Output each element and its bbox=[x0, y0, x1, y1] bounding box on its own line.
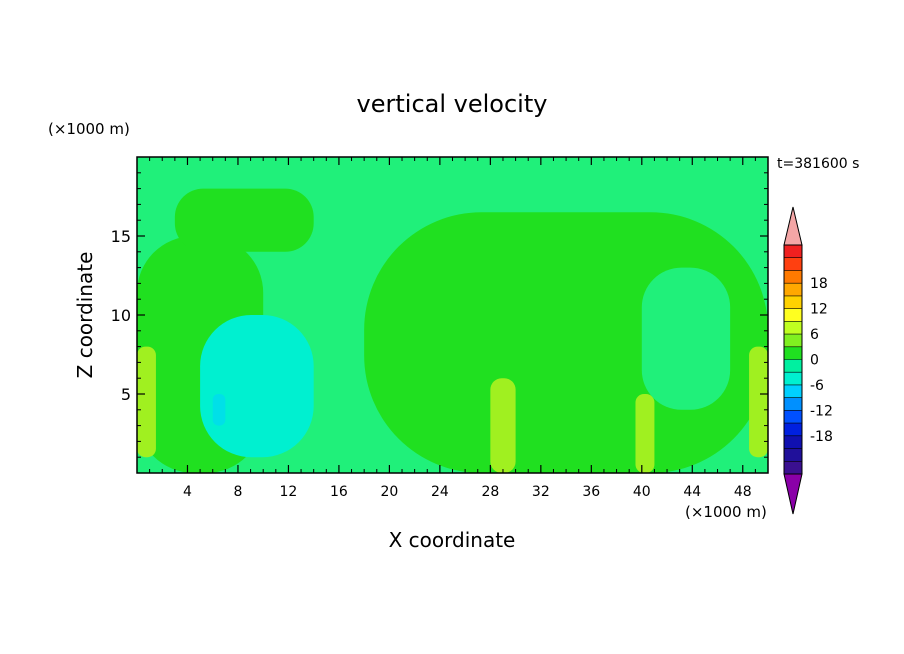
x-tick-label: 8 bbox=[233, 484, 242, 500]
x-tick-label: 12 bbox=[280, 484, 298, 500]
x-axis-ticks: 4 8 12 16 20 24 28 32 36 40 44 48 bbox=[149, 157, 756, 500]
x-tick-label: 20 bbox=[380, 484, 398, 500]
region-updraft-x49 bbox=[749, 346, 768, 458]
colorbar-label: 0 bbox=[810, 353, 819, 369]
region-updraft-x29 bbox=[490, 378, 516, 473]
colorbar-swatch bbox=[784, 257, 802, 271]
x-tick-label: 48 bbox=[734, 484, 752, 500]
colorbar-labels: 18 12 6 0 -6 -12 -18 bbox=[810, 276, 833, 445]
x-tick-label: 44 bbox=[683, 484, 701, 500]
colorbar-swatch bbox=[784, 334, 802, 348]
colorbar-swatch bbox=[784, 346, 802, 360]
colorbar-swatch bbox=[784, 372, 802, 386]
region-left-downdraft bbox=[200, 315, 314, 458]
y-tick-label: 5 bbox=[121, 385, 131, 404]
colorbar-swatch bbox=[784, 423, 802, 437]
y-unit-label: (×1000 m) bbox=[48, 120, 130, 138]
y-axis-ticks: 5 10 15 bbox=[111, 172, 768, 458]
y-axis-label: Z coordinate bbox=[73, 252, 97, 379]
colorbar-swatch bbox=[784, 295, 802, 310]
chart-title: vertical velocity bbox=[357, 90, 548, 118]
x-unit-label: (×1000 m) bbox=[685, 503, 767, 521]
colorbar-swatch bbox=[784, 359, 802, 373]
contour-field bbox=[137, 157, 768, 473]
y-tick-label: 10 bbox=[111, 306, 131, 325]
x-tick-label: 24 bbox=[431, 484, 449, 500]
colorbar-label: -18 bbox=[810, 429, 833, 445]
x-tick-label: 36 bbox=[582, 484, 600, 500]
colorbar-label: -12 bbox=[810, 403, 833, 419]
colorbar-label: 6 bbox=[810, 327, 819, 343]
colorbar-swatch bbox=[784, 245, 802, 259]
x-tick-label: 40 bbox=[633, 484, 651, 500]
x-tick-label: 4 bbox=[183, 484, 192, 500]
colorbar-swatch bbox=[784, 270, 802, 284]
colorbar-label: -6 bbox=[810, 378, 824, 394]
colorbar-label: 12 bbox=[810, 302, 828, 318]
y-tick-label: 15 bbox=[111, 227, 131, 246]
x-tick-label: 16 bbox=[330, 484, 348, 500]
x-axis-label: X coordinate bbox=[389, 528, 516, 552]
region-upper-cloud-band bbox=[174, 188, 314, 252]
region-downdraft-core bbox=[212, 394, 226, 426]
region-right-quiet-region bbox=[641, 267, 731, 410]
colorbar-swatch bbox=[784, 384, 802, 399]
colorbar-swatch bbox=[784, 308, 802, 322]
colorbar bbox=[783, 206, 803, 515]
colorbar-swatch bbox=[784, 283, 802, 297]
x-tick-label: 28 bbox=[481, 484, 499, 500]
colorbar-label: 18 bbox=[810, 276, 828, 292]
colorbar-swatch bbox=[784, 321, 802, 335]
colorbar-over-arrow bbox=[783, 206, 803, 246]
colorbar-swatch bbox=[784, 461, 802, 475]
colorbar-swatch bbox=[784, 435, 802, 449]
x-tick-label: 32 bbox=[532, 484, 550, 500]
region-updraft-x40 bbox=[635, 394, 655, 473]
time-label: t=381600 s bbox=[777, 156, 859, 172]
region-updraft-x1 bbox=[137, 346, 156, 458]
colorbar-swatch bbox=[784, 410, 802, 424]
colorbar-swatch bbox=[784, 448, 802, 462]
colorbar-under-arrow bbox=[783, 473, 803, 515]
colorbar-swatch bbox=[784, 397, 802, 411]
